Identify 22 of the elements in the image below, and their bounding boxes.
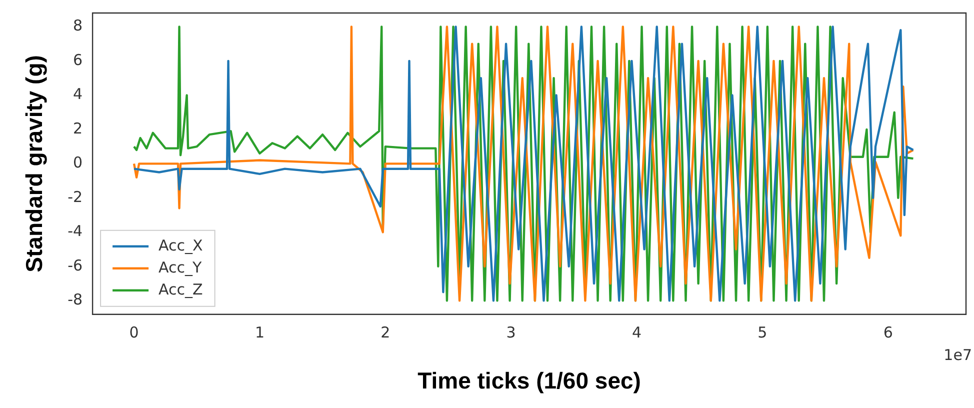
y-tick-label: -6 — [68, 256, 83, 274]
y-tick-label: 8 — [73, 16, 83, 35]
x-tick-label: 6 — [883, 323, 893, 342]
y-tick-label: 2 — [73, 119, 83, 138]
x-axis-title: Time ticks (1/60 sec) — [418, 368, 641, 394]
x-tick-label: 3 — [506, 323, 516, 342]
legend-label: Acc_Y — [158, 258, 203, 276]
y-tick-label: 0 — [73, 154, 83, 172]
y-tick-label: -8 — [68, 290, 83, 309]
legend-label: Acc_Z — [158, 280, 203, 298]
y-tick-label: 6 — [73, 50, 83, 69]
y-tick-label: -2 — [68, 188, 83, 206]
text: 1e7 — [944, 346, 972, 364]
x-tick-label: 1 — [254, 323, 264, 342]
y-tick-label: 4 — [73, 85, 83, 104]
x-tick-label: 2 — [380, 323, 390, 342]
x-tick-label: 0 — [129, 323, 139, 342]
y-tick-label: -4 — [68, 222, 83, 240]
y-axis-title: Standard gravity (g) — [21, 55, 48, 272]
x-tick-label: 4 — [632, 323, 642, 342]
legend-label: Acc_X — [158, 236, 203, 254]
x-tick-label: 5 — [758, 323, 768, 342]
